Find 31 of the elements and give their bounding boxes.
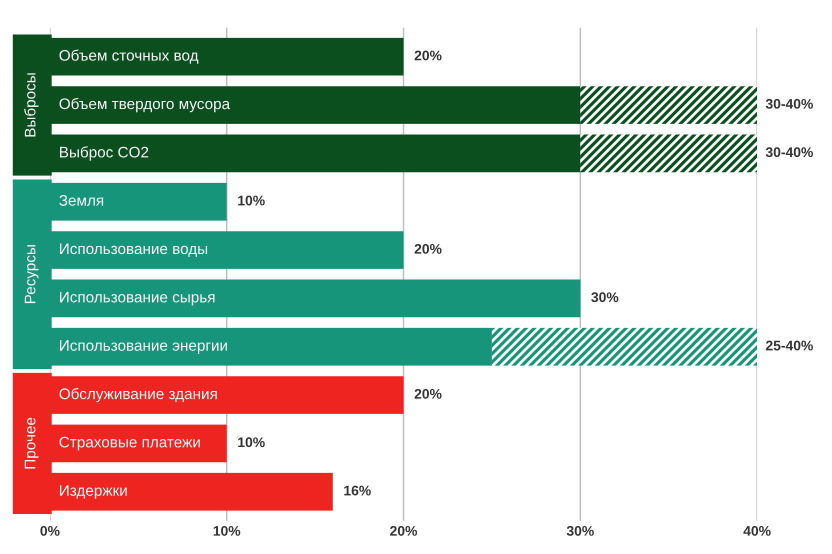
y-tick-label: Издержки [60, 485, 127, 499]
text: Прочее [24, 418, 38, 468]
data-label: 20% [414, 388, 442, 399]
y-tick-label: Обслуживание здания [59, 388, 217, 402]
x-tick-label: 40% [743, 526, 771, 536]
data-label: 30% [591, 292, 618, 302]
y-tick-label: Объем твердого мусора [59, 98, 230, 112]
bar [580, 86, 758, 124]
data-label: 20% [414, 50, 442, 60]
y-tick-label: Использование воды [60, 244, 208, 258]
y-tick-label: Использование сырья [60, 292, 214, 306]
data-label: 10% [238, 437, 265, 448]
y-tick-label: Использование энергии [60, 340, 227, 354]
data-label: 16% [344, 486, 371, 496]
x-tick-label: 20% [390, 526, 418, 536]
x-tick-label: 30% [566, 526, 594, 536]
y-tick-label: Страховые платежи [60, 436, 200, 451]
y-tick-label: Объем сточных вод [59, 49, 198, 64]
text: Ресурсы [24, 245, 38, 304]
data-label: 10% [238, 196, 265, 206]
y-tick-label: Выброс CO2 [60, 146, 148, 161]
x-tick-label: 0% [40, 526, 60, 536]
data-label: 20% [414, 244, 442, 254]
x-tick-label: 10% [214, 526, 240, 536]
bar [492, 328, 758, 366]
text: Выбросы [24, 73, 39, 137]
bar [580, 134, 758, 172]
y-tick-label: Земля [59, 195, 104, 206]
text: 30-40% [766, 147, 813, 158]
text: 25-40% [766, 340, 813, 350]
text: 30-40% [766, 98, 813, 109]
